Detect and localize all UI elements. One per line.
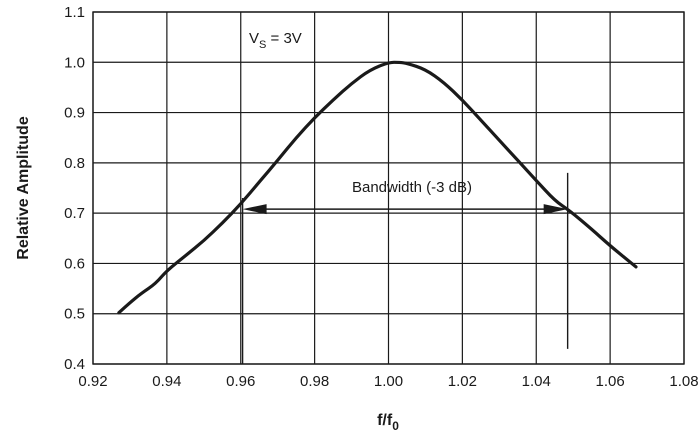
y-tick-label: 0.4	[64, 356, 85, 373]
y-tick-label: 0.9	[64, 105, 85, 122]
y-tick-labels: 0.4 0.5 0.6 0.7 0.8 0.9 1.0 1.1	[64, 4, 85, 373]
x-tick-label: 0.94	[152, 373, 181, 390]
x-tick-label: 1.08	[669, 373, 698, 390]
x-tick-labels: 0.92 0.94 0.96 0.98 1.00 1.02 1.04 1.06 1.08	[78, 373, 698, 390]
y-tick-label: 0.5	[64, 306, 85, 323]
bandwidth-arrow	[242, 204, 568, 215]
y-tick-label: 1.0	[64, 54, 85, 71]
bandwidth-markers	[241, 172, 569, 364]
x-tick-label: 1.04	[522, 373, 551, 390]
y-tick-label: 0.7	[64, 205, 85, 222]
vs-label: VS = 3V	[249, 30, 302, 51]
series-line	[117, 60, 638, 315]
y-tick-label: 0.6	[64, 255, 85, 272]
x-axis-title: f/f0	[377, 412, 399, 433]
bandwidth-arrow-head-right	[543, 204, 568, 215]
x-tick-label: 1.02	[448, 373, 477, 390]
x-tick-label: 0.96	[226, 373, 255, 390]
y-tick-label: 1.1	[64, 4, 85, 21]
bandwidth-label: Bandwidth (-3 dB)	[352, 179, 472, 196]
y-axis-title: Relative Amplitude	[15, 116, 32, 260]
x-tick-label: 1.00	[374, 373, 403, 390]
y-tick-label: 0.8	[64, 155, 85, 172]
plot-frame	[92, 11, 685, 365]
x-tick-label: 1.06	[596, 373, 625, 390]
x-tick-label: 0.92	[78, 373, 107, 390]
x-tick-label: 0.98	[300, 373, 329, 390]
bandwidth-arrow-head-left	[242, 204, 267, 215]
